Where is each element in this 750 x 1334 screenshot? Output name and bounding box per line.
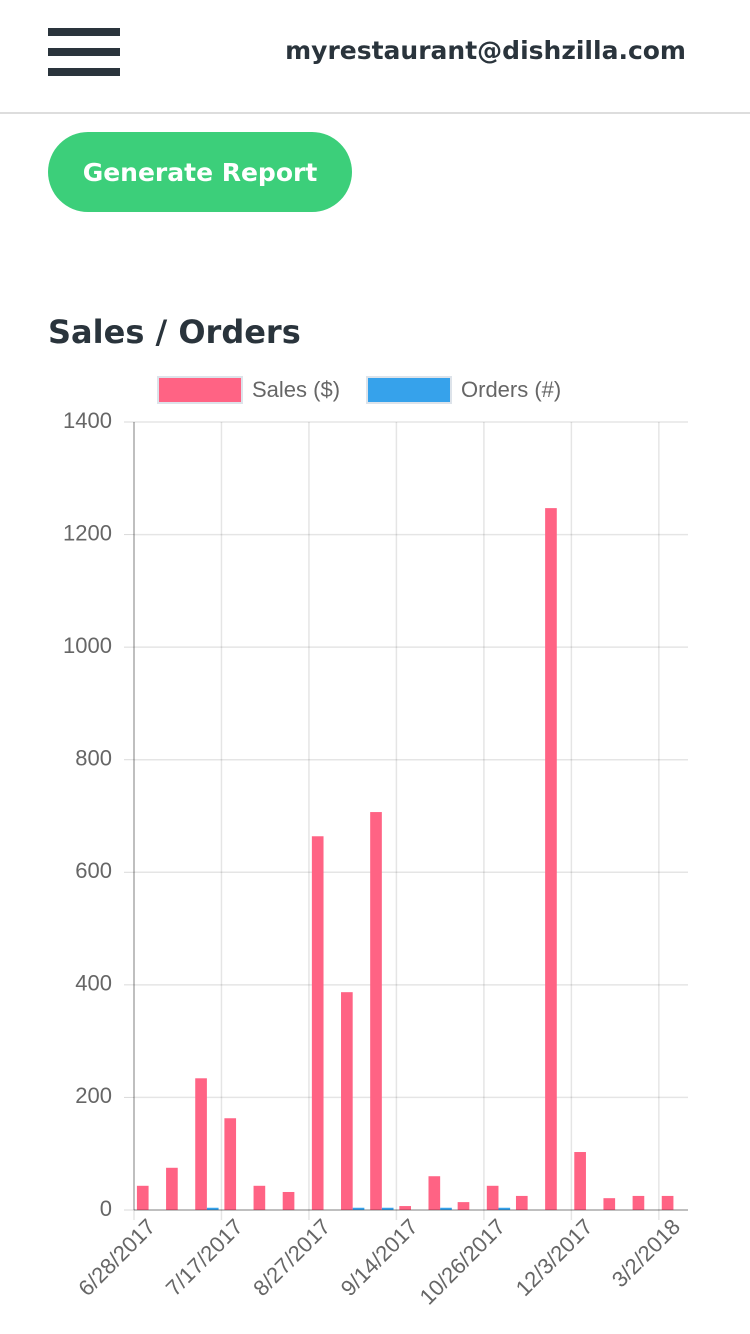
menu-button[interactable] <box>48 28 120 76</box>
bar <box>311 836 324 1210</box>
bar <box>224 1118 237 1210</box>
bar <box>428 1176 441 1210</box>
y-tick-label: 1200 <box>63 520 112 545</box>
x-tick-label: 10/26/2017 <box>415 1214 511 1310</box>
bar <box>195 1078 207 1210</box>
bar <box>440 1207 452 1210</box>
x-tick-label: 3/2/2018 <box>607 1214 685 1292</box>
x-tick-label: 12/3/2017 <box>511 1214 598 1301</box>
bar <box>282 1191 295 1210</box>
menu-bar <box>48 48 120 56</box>
legend-swatch <box>157 376 243 404</box>
y-tick-label: 1000 <box>63 633 112 658</box>
y-tick-label: 200 <box>75 1083 112 1108</box>
x-tick-label: 9/14/2017 <box>336 1214 423 1301</box>
bar <box>661 1195 674 1210</box>
legend-swatch <box>366 376 452 404</box>
x-tick-label: 6/28/2017 <box>73 1214 160 1301</box>
bar <box>381 1207 394 1210</box>
bar <box>457 1202 470 1210</box>
menu-bar <box>48 28 120 36</box>
menu-bar <box>48 68 120 76</box>
bar <box>603 1198 616 1210</box>
y-tick-label: 1400 <box>63 408 112 433</box>
chart-title: Sales / Orders <box>48 313 301 351</box>
bar <box>574 1152 586 1210</box>
header: myrestaurant@dishzilla.com <box>0 0 750 114</box>
bar <box>399 1206 411 1210</box>
legend-label: Sales ($) <box>252 377 340 402</box>
bar <box>253 1185 266 1210</box>
bar <box>632 1195 645 1210</box>
bar <box>352 1207 365 1210</box>
y-tick-label: 800 <box>75 746 112 771</box>
y-tick-label: 400 <box>75 971 112 996</box>
bar <box>206 1207 219 1210</box>
bar <box>370 812 382 1210</box>
bar <box>515 1195 528 1210</box>
generate-report-button[interactable]: Generate Report <box>48 132 352 212</box>
y-tick-label: 600 <box>75 858 112 883</box>
account-email: myrestaurant@dishzilla.com <box>285 36 686 65</box>
x-tick-label: 8/27/2017 <box>248 1214 335 1301</box>
bar <box>166 1167 178 1210</box>
bar <box>498 1207 511 1210</box>
bar <box>341 992 353 1210</box>
bar <box>486 1185 499 1210</box>
y-tick-label: 0 <box>100 1196 112 1221</box>
x-tick-label: 7/17/2017 <box>161 1214 248 1301</box>
bar <box>545 508 557 1210</box>
legend-label: Orders (#) <box>461 377 561 402</box>
bar <box>136 1185 149 1210</box>
